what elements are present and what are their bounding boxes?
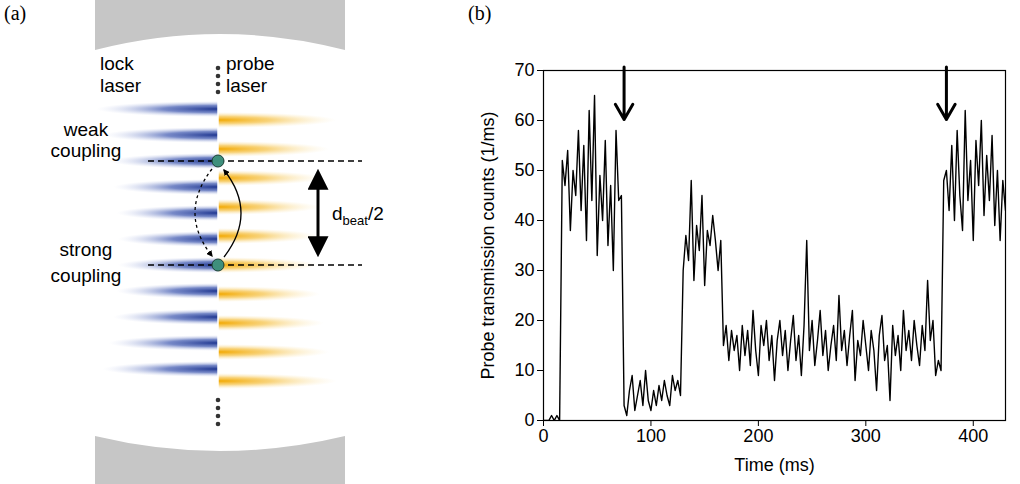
svg-text:40: 40 <box>514 210 534 230</box>
svg-text:300: 300 <box>851 426 881 446</box>
svg-text:coupling: coupling <box>51 265 122 286</box>
svg-text:strong: strong <box>60 239 113 260</box>
svg-text:70: 70 <box>514 60 534 80</box>
svg-text:coupling: coupling <box>51 140 122 161</box>
svg-text:100: 100 <box>636 426 666 446</box>
svg-text:lock: lock <box>100 53 134 74</box>
svg-text:laser: laser <box>100 75 142 96</box>
svg-text:30: 30 <box>514 260 534 280</box>
svg-text:dbeat/2: dbeat/2 <box>332 203 384 228</box>
svg-text:probe: probe <box>226 53 275 74</box>
svg-text:20: 20 <box>514 310 534 330</box>
svg-text:0: 0 <box>524 410 534 430</box>
svg-text:0: 0 <box>538 426 548 446</box>
svg-text:50: 50 <box>514 160 534 180</box>
svg-text:200: 200 <box>743 426 773 446</box>
html-text:(a): (a) <box>4 2 27 24</box>
html-text:(b): (b) <box>468 2 492 24</box>
svg-text:60: 60 <box>514 110 534 130</box>
svg-text:10: 10 <box>514 360 534 380</box>
svg-text:weak: weak <box>63 119 109 140</box>
svg-text:Probe transmission counts (1/m: Probe transmission counts (1/ms) <box>478 111 498 379</box>
svg-text:400: 400 <box>958 426 988 446</box>
svg-text:Time (ms): Time (ms) <box>734 455 814 475</box>
svg-text:laser: laser <box>226 75 268 96</box>
